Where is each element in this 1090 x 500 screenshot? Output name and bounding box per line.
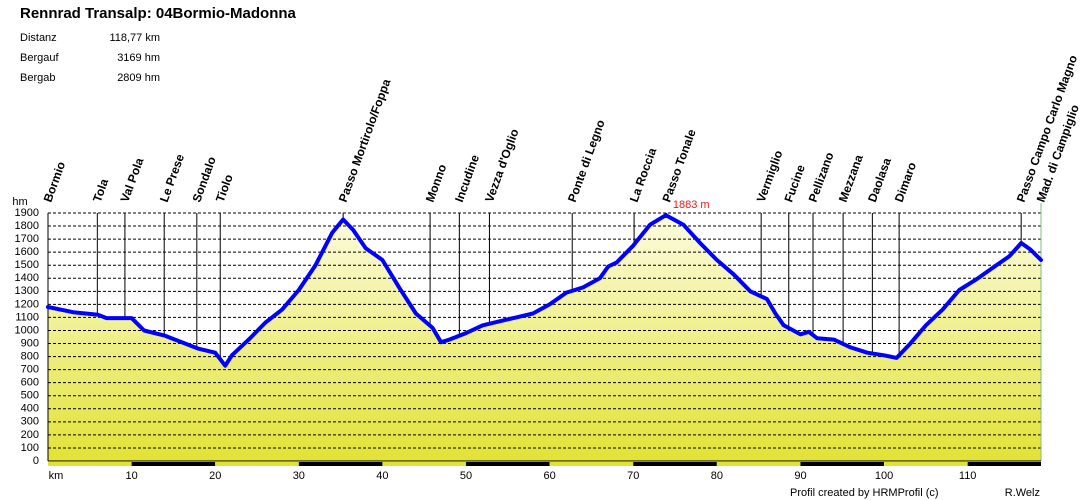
y-tick-label: 1400 [15,272,39,284]
waypoint-label: La Roccia [627,146,660,204]
waypoint-label: Dimaro [892,160,919,204]
waypoint-label: Daolasa [865,156,894,204]
stat-label: Bergab [20,72,55,84]
x-tick-label: 40 [376,470,388,482]
waypoint-label: Passo Mortirolo/Foppa [336,77,394,204]
elevation-line [46,213,1043,368]
waypoint-label: Bormio [41,160,69,204]
x-axis-segment [131,462,216,466]
waypoint-label: Tola [90,177,111,204]
y-tick-label: 200 [21,429,39,441]
y-tick-label: 500 [21,390,39,402]
footer-credit: Profil created by HRMProfil (c) [790,487,939,499]
y-tick-label: 700 [21,364,39,376]
y-tick-label: 1000 [15,324,39,336]
waypoint-label: Passo Tonale [659,127,698,204]
y-tick-label: 1900 [15,207,39,219]
y-tick-label: 0 [33,455,39,467]
x-axis-segment [549,462,634,466]
x-tick-label: 30 [293,470,305,482]
stat-label: Distanz [20,32,57,44]
y-axis-label: hm [12,196,27,208]
waypoint-label: Fucine [781,163,807,204]
x-tick-label: 20 [209,470,221,482]
x-axis-segment [466,462,550,466]
x-tick-label: 80 [711,470,723,482]
waypoint-label: Le Prese [157,152,187,204]
x-axis-segment [382,462,467,466]
waypoint-label: Tiolo [213,173,236,205]
y-tick-label: 1300 [15,285,39,297]
stat-label: Bergauf [20,52,59,64]
stat-value: 2809 hm [117,72,160,84]
x-axis-segment [716,462,801,466]
x-axis-segment [215,462,299,466]
y-tick-label: 1100 [15,311,39,323]
x-axis-segment [800,462,885,466]
y-tick-label: 400 [21,403,39,415]
y-tick-label: 1200 [15,298,39,310]
stat-value: 3169 hm [117,52,160,64]
x-tick-label: km [49,470,64,482]
x-tick-label: 110 [959,470,977,482]
waypoint-label: Val Pola [118,156,147,204]
y-tick-label: 100 [21,442,39,454]
x-tick-label: 90 [794,470,806,482]
y-tick-label: 300 [21,416,39,428]
waypoint-label: Incudine [452,153,482,204]
x-axis-segment [48,462,132,466]
x-axis-segment [884,462,968,466]
elevation-area [48,215,1041,461]
y-tick-label: 1600 [15,246,39,258]
waypoint-label: Vezza d'Oglio [482,127,521,204]
x-tick-label: 70 [627,470,639,482]
x-axis-segment [298,462,383,466]
y-tick-label: 600 [21,377,39,389]
x-tick-label: 60 [544,470,556,482]
waypoint-label: Monno [423,162,450,204]
x-axis-segment [633,462,717,466]
chart-title: Rennrad Transalp: 04Bormio-Madonna [20,5,297,22]
x-axis-segment [967,462,1041,466]
x-tick-label: 50 [460,470,472,482]
stat-value: 118,77 km [109,32,160,44]
waypoint-label: Ponte di Legno [565,118,608,204]
footer-author: R.Welz [1005,487,1040,499]
y-tick-label: 800 [21,350,39,362]
y-tick-label: 1800 [15,220,39,232]
waypoint-label: Pellizano [806,150,837,204]
y-tick-label: 900 [21,337,39,349]
max-label: 1883 m [673,199,710,211]
waypoint-label: Vermiglio [754,148,786,204]
x-tick-label: 10 [125,470,137,482]
y-tick-label: 1700 [15,233,39,245]
y-tick-label: 1500 [15,259,39,271]
waypoint-label: Mezzana [836,153,866,204]
x-tick-label: 100 [875,470,893,482]
